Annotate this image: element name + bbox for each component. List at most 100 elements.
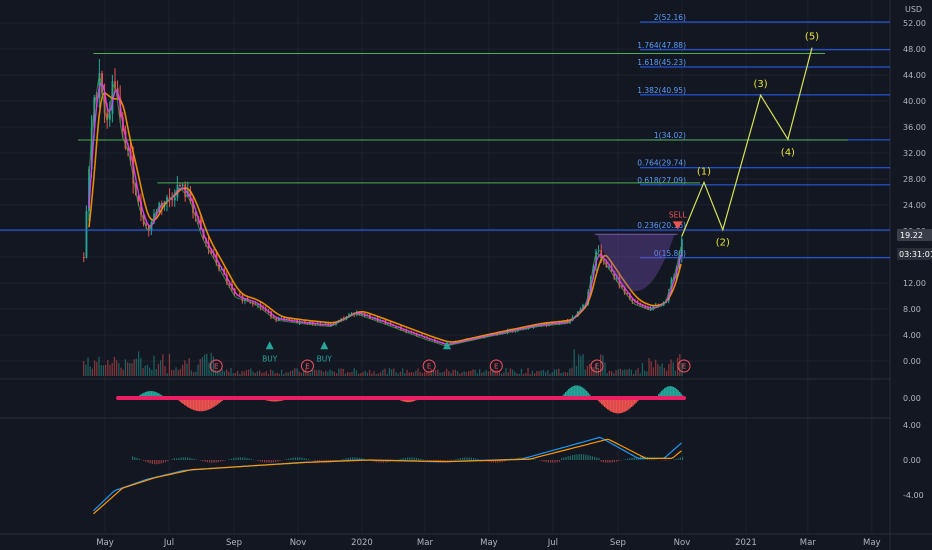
- osc-bar: [185, 398, 187, 407]
- macd-histogram-bar: [574, 454, 576, 460]
- candle-body: [628, 293, 631, 299]
- macd-histogram-bar: [556, 460, 558, 463]
- osc-bar: [190, 398, 192, 409]
- time-tick: May: [863, 538, 881, 548]
- macd-histogram-bar: [132, 456, 134, 460]
- macd-histogram-bar: [149, 460, 151, 464]
- macd-histogram-bar: [358, 457, 360, 460]
- oscillator-pane: [116, 385, 686, 414]
- candle-body: [90, 127, 93, 169]
- osc-bar: [200, 398, 202, 412]
- osc-bar: [197, 398, 199, 412]
- time-tick: Nov: [674, 538, 691, 548]
- osc-bar: [148, 391, 150, 398]
- macd-histogram-bar: [354, 457, 356, 460]
- volume-bar: [555, 369, 558, 376]
- volume-bar: [296, 368, 298, 376]
- time-tick: 2020: [351, 538, 373, 548]
- price-tick: 36.00: [903, 123, 926, 132]
- volume-bar: [349, 372, 351, 376]
- volume-bar: [430, 369, 432, 376]
- macd-histogram-bar: [288, 458, 290, 460]
- volume-bar: [558, 368, 560, 376]
- volume-bar: [133, 359, 135, 376]
- volume-bar: [223, 371, 226, 376]
- earnings-label: E: [494, 363, 498, 371]
- macd-histogram-bar: [459, 458, 461, 460]
- macd-axis[interactable]: 4.00 0.00 -4.00: [903, 421, 924, 500]
- macd-histogram-bar: [418, 458, 420, 460]
- volume-bar: [186, 363, 188, 376]
- osc-bar: [599, 398, 601, 403]
- osc-bar: [196, 398, 198, 411]
- candle-body: [602, 260, 605, 262]
- macd-histogram-bar: [473, 458, 475, 460]
- macd-histogram-bar: [336, 460, 338, 461]
- macd-histogram-bar: [591, 456, 593, 460]
- osc-bar: [155, 392, 157, 398]
- earnings-icon: [209, 359, 223, 373]
- volume-bar: [467, 371, 470, 376]
- volume-bar: [313, 369, 316, 376]
- volume-bar: [179, 368, 182, 376]
- osc-bar: [608, 398, 610, 411]
- time-tick: 2021: [735, 538, 757, 548]
- volume-bar: [137, 351, 140, 376]
- macd-histogram-bar: [596, 457, 598, 460]
- volume-bar: [681, 362, 683, 376]
- price-axis[interactable]: USD 52.00 48.00 44.00 40.00 36.00 32.00 28.00 2…: [903, 5, 926, 366]
- volume-bar: [192, 372, 195, 376]
- macd-histogram-bar: [193, 458, 195, 460]
- oscillator-axis[interactable]: 0.00: [903, 394, 921, 403]
- osc-bar: [149, 391, 151, 398]
- macd-line: [93, 436, 682, 512]
- macd-histogram-bar: [594, 456, 596, 460]
- volume-bar: [375, 373, 377, 376]
- macd-histogram-bar: [187, 457, 189, 460]
- osc-bar: [205, 398, 207, 411]
- volume-bar: [120, 367, 122, 376]
- volume-bar: [670, 359, 672, 376]
- volume-bar: [643, 370, 646, 376]
- countdown-value: 03:31:01: [899, 250, 932, 259]
- volume-bar: [87, 357, 89, 376]
- macd-histogram-bar: [607, 460, 609, 463]
- macd-histogram-bar: [286, 459, 288, 460]
- volume-bar: [390, 369, 393, 376]
- volume-bar: [239, 373, 241, 376]
- macd-histogram-bar: [134, 456, 136, 460]
- macd-histogram-bar: [237, 457, 239, 460]
- macd-histogram-bar: [567, 456, 569, 460]
- macd-histogram-bar: [184, 457, 186, 460]
- macd-histogram-bar: [294, 457, 296, 460]
- volume-bar: [168, 353, 171, 376]
- trade-signals: SELL BUY BUY: [262, 210, 687, 363]
- volume-bar: [494, 370, 496, 376]
- candle-body: [402, 329, 405, 331]
- macd-histogram-bar: [297, 457, 299, 460]
- macd-histogram-bar: [561, 458, 563, 460]
- time-axis[interactable]: May Jul Sep Nov 2020 Mar May Jul Sep Nov 2021 Mar Ma…: [96, 538, 880, 548]
- volume-bars: [82, 349, 683, 376]
- fib-label: 1.618(45.23): [637, 58, 686, 67]
- volume-bar: [428, 371, 430, 376]
- macd-histogram-bar: [363, 458, 365, 460]
- volume-bar: [210, 352, 212, 376]
- macd-histogram-bar: [448, 460, 450, 462]
- volume-bar: [540, 370, 542, 376]
- candle-body: [181, 184, 184, 187]
- volume-bar: [536, 371, 538, 376]
- macd-histogram-bar: [468, 457, 470, 460]
- volume-bar: [379, 372, 382, 376]
- macd-histogram-bar: [305, 458, 307, 460]
- candle-body: [166, 197, 168, 203]
- volume-bar: [470, 370, 472, 376]
- volume-bar: [357, 373, 360, 376]
- macd-histogram-bar: [171, 459, 173, 460]
- volume-bar: [404, 373, 406, 376]
- candle-body: [613, 271, 616, 279]
- volume-bar: [586, 365, 589, 376]
- osc-bar: [220, 398, 222, 403]
- volume-bar: [377, 373, 380, 376]
